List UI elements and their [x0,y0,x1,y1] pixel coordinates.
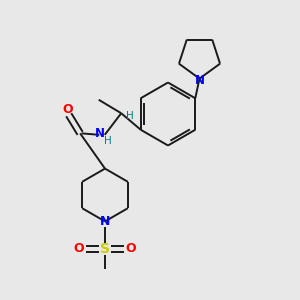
Text: H: H [104,136,112,146]
Text: S: S [100,242,110,256]
Text: N: N [195,74,205,88]
Text: N: N [100,215,110,228]
Text: O: O [62,103,73,116]
Text: O: O [126,242,136,256]
Text: N: N [95,127,105,140]
Text: H: H [126,111,134,121]
Text: O: O [74,242,84,256]
